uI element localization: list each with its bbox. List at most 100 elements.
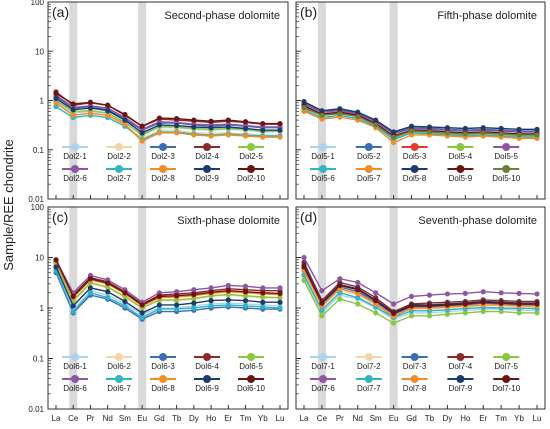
series-line — [55, 102, 280, 142]
data-point — [516, 126, 522, 132]
data-point — [408, 303, 415, 309]
panel-3: 100 10 1 0.1 0.01 La Ce Pr Nd Sm Eu Gd Tb Dy Ho Er Tm Yb L… — [28, 203, 289, 423]
data-point — [105, 102, 111, 108]
data-point — [105, 280, 111, 286]
data-point — [53, 264, 59, 270]
legend-marker — [410, 165, 419, 173]
data-point — [191, 117, 197, 123]
legend-marker — [364, 353, 373, 361]
legend-entry: Dol6-7 — [106, 375, 132, 393]
legend-entry: Dol7-5 — [493, 353, 520, 371]
series-dol6-7 — [53, 268, 283, 321]
shade-ce — [69, 2, 78, 199]
data-point — [260, 304, 266, 310]
legend-label: Dol5-8 — [403, 174, 427, 183]
data-point — [225, 132, 231, 138]
data-point — [534, 132, 540, 138]
x-tick-label-tb: Tb — [172, 414, 182, 423]
legend-label: Dol6-1 — [63, 362, 87, 371]
data-point — [105, 108, 111, 114]
data-point — [105, 289, 111, 295]
legend-label: Dol5-3 — [403, 152, 427, 161]
legend-label: Dol6-9 — [195, 384, 219, 393]
data-point — [337, 282, 343, 289]
legend-marker — [502, 143, 511, 151]
series-dol6-6 — [53, 257, 283, 305]
panel-4: La Ce Pr Nd Sm Eu Gd Tb Dy Ho Er Tm Yb Lu (d) Seventh-p… — [295, 206, 546, 423]
data-point — [208, 298, 214, 304]
legend-marker — [159, 353, 167, 361]
data-point — [301, 104, 307, 111]
legend-marker — [159, 165, 167, 173]
data-point — [534, 126, 540, 132]
data-point — [355, 279, 361, 286]
data-point — [87, 276, 94, 282]
legend-label: Dol7-4 — [449, 362, 473, 371]
legend-marker — [364, 143, 373, 151]
data-point — [534, 291, 540, 297]
shade-eu — [389, 207, 398, 409]
x-tick-label-eu: Eu — [389, 414, 399, 423]
legend-entry: Dol7-9 — [447, 375, 474, 393]
data-point — [516, 290, 522, 296]
legend-marker — [115, 353, 123, 361]
data-point — [498, 131, 504, 137]
legend-label: Dol5-2 — [357, 152, 381, 161]
legend-entry: Dol7-8 — [401, 375, 428, 393]
data-point — [208, 289, 214, 295]
data-point — [122, 303, 128, 309]
legend-marker — [456, 143, 465, 151]
data-point — [191, 124, 197, 130]
series-line — [55, 263, 281, 309]
legend-label: Dol7-9 — [449, 384, 473, 393]
y-tick-label: 1 — [40, 304, 45, 313]
legend-label: Dol2-3 — [151, 152, 175, 161]
legend-label: Dol7-6 — [311, 384, 335, 393]
data-point — [301, 108, 307, 115]
data-point — [355, 114, 361, 120]
data-point — [444, 130, 450, 136]
legend-entry: Dol7-3 — [401, 353, 428, 371]
data-point — [355, 287, 361, 293]
x-tick-label-gd: Gd — [406, 414, 417, 423]
data-point — [426, 124, 433, 130]
data-point — [174, 289, 180, 295]
legend-marker — [71, 353, 79, 361]
x-tick-label-ho: Ho — [460, 414, 471, 423]
data-point — [70, 112, 76, 118]
data-point — [225, 124, 231, 130]
legend-entry: Dol5-10 — [492, 165, 521, 183]
data-point — [462, 131, 468, 137]
data-point — [70, 308, 76, 315]
y-tick-label: 0.1 — [33, 146, 45, 155]
legend-marker — [115, 375, 123, 383]
legend-label: Dol2-5 — [239, 152, 263, 161]
data-point — [87, 99, 94, 105]
data-point — [122, 117, 128, 123]
legend-label: Dol6-2 — [107, 362, 131, 371]
series-line — [303, 270, 537, 318]
series-line — [303, 266, 537, 315]
data-point — [480, 125, 486, 131]
legend-entry: Dol2-7 — [106, 165, 132, 183]
x-tick-label-er: Er — [479, 414, 487, 423]
series-line — [303, 264, 537, 314]
legend-entry: Dol7-7 — [355, 375, 382, 393]
data-point — [301, 264, 307, 270]
legend-entry: Dol5-2 — [355, 143, 382, 161]
legend-entry: Dol6-1 — [62, 353, 88, 371]
series-line — [303, 103, 537, 135]
data-point — [319, 116, 325, 122]
data-point — [498, 290, 504, 296]
legend-label: Dol2-7 — [107, 174, 131, 183]
x-tick-label-yb: Yb — [258, 414, 268, 423]
legend-entry: Dol2-5 — [238, 143, 264, 161]
series-line — [303, 280, 537, 324]
panel-label: (c) — [52, 209, 68, 225]
data-point — [462, 290, 468, 296]
series-dol7-10 — [301, 264, 540, 317]
legend-marker — [115, 143, 123, 151]
legend-label: Dol7-3 — [403, 362, 427, 371]
data-point — [373, 310, 379, 316]
data-point — [242, 125, 249, 132]
